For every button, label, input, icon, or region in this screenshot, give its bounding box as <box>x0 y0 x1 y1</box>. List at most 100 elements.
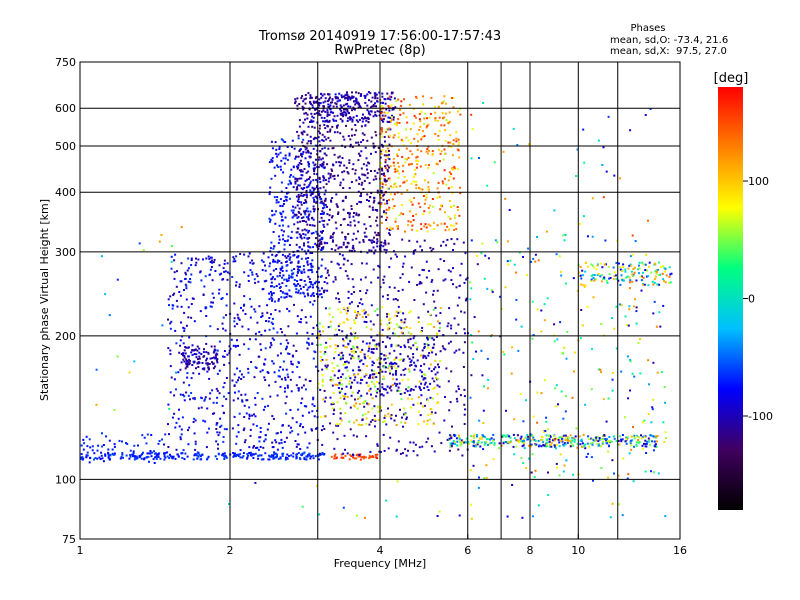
data-point <box>358 396 361 399</box>
data-point <box>227 392 230 395</box>
data-point <box>433 386 436 389</box>
data-point <box>398 148 401 151</box>
data-point <box>274 439 277 442</box>
data-point <box>141 453 144 456</box>
data-point <box>218 273 221 276</box>
data-point <box>337 370 340 373</box>
data-point <box>413 361 416 364</box>
data-point <box>288 154 291 157</box>
data-point <box>390 389 393 392</box>
data-point <box>321 157 324 160</box>
data-point <box>339 132 342 135</box>
data-point <box>387 313 390 316</box>
data-point <box>302 452 305 455</box>
data-point <box>339 224 342 226</box>
data-point <box>479 445 482 448</box>
data-point <box>356 312 359 315</box>
data-point <box>381 306 384 309</box>
data-point <box>439 312 442 314</box>
data-point <box>344 238 347 241</box>
data-point <box>213 258 216 261</box>
data-point <box>282 203 285 205</box>
data-point <box>395 424 398 426</box>
data-point <box>393 419 396 422</box>
data-point <box>499 295 502 298</box>
data-point <box>322 175 325 178</box>
data-point <box>565 459 568 462</box>
data-point <box>239 253 242 255</box>
data-point <box>342 338 344 341</box>
data-point <box>374 151 377 154</box>
data-point <box>217 443 219 446</box>
data-point <box>300 237 303 240</box>
data-point <box>140 454 143 457</box>
data-point <box>261 269 264 272</box>
data-point <box>150 451 153 454</box>
data-point <box>237 379 239 382</box>
data-point <box>400 138 403 141</box>
data-point <box>300 272 303 274</box>
data-point <box>265 320 267 322</box>
data-point <box>412 388 415 391</box>
data-point <box>278 369 281 372</box>
data-point <box>443 260 446 262</box>
data-point <box>191 349 194 352</box>
data-point <box>408 163 410 166</box>
data-point <box>296 167 299 170</box>
data-point <box>93 452 96 455</box>
data-point <box>344 270 347 273</box>
data-point <box>341 330 344 333</box>
data-point <box>345 97 348 99</box>
data-point <box>336 262 339 265</box>
data-point <box>226 353 229 356</box>
data-point <box>292 455 295 458</box>
data-point <box>353 404 356 407</box>
data-point <box>295 214 297 217</box>
data-point <box>382 278 385 281</box>
data-point <box>386 164 389 167</box>
data-point <box>393 193 396 196</box>
data-point <box>198 357 201 360</box>
data-point <box>460 442 463 445</box>
data-point <box>652 449 655 452</box>
data-point <box>302 121 305 124</box>
data-point <box>248 413 251 416</box>
data-point <box>398 214 401 217</box>
data-point <box>465 278 468 281</box>
data-point <box>653 281 656 284</box>
data-point <box>541 436 544 439</box>
data-point <box>80 457 83 460</box>
data-point <box>433 300 436 303</box>
data-point <box>307 151 310 154</box>
data-point <box>357 373 360 376</box>
data-point <box>299 448 302 450</box>
data-point <box>316 409 319 412</box>
data-point <box>360 378 362 381</box>
data-point <box>419 165 422 168</box>
data-point <box>321 374 324 377</box>
data-point <box>449 200 451 202</box>
data-point <box>417 160 420 162</box>
data-point <box>608 277 611 280</box>
data-point <box>481 242 484 245</box>
data-point <box>344 97 347 100</box>
data-point <box>579 265 582 268</box>
data-point <box>652 471 655 474</box>
data-point <box>312 246 314 249</box>
data-point <box>341 96 343 99</box>
data-point <box>361 424 364 426</box>
data-point <box>537 439 540 442</box>
data-point <box>283 162 286 165</box>
data-point <box>323 206 326 209</box>
data-point <box>427 223 430 226</box>
data-point <box>458 296 461 299</box>
data-point <box>336 206 339 208</box>
data-point <box>291 139 294 142</box>
data-point <box>312 292 315 295</box>
data-point <box>366 104 369 107</box>
data-point <box>332 280 335 283</box>
data-point <box>296 179 299 182</box>
data-point <box>367 116 370 119</box>
data-point <box>632 273 635 276</box>
data-point <box>340 109 343 112</box>
